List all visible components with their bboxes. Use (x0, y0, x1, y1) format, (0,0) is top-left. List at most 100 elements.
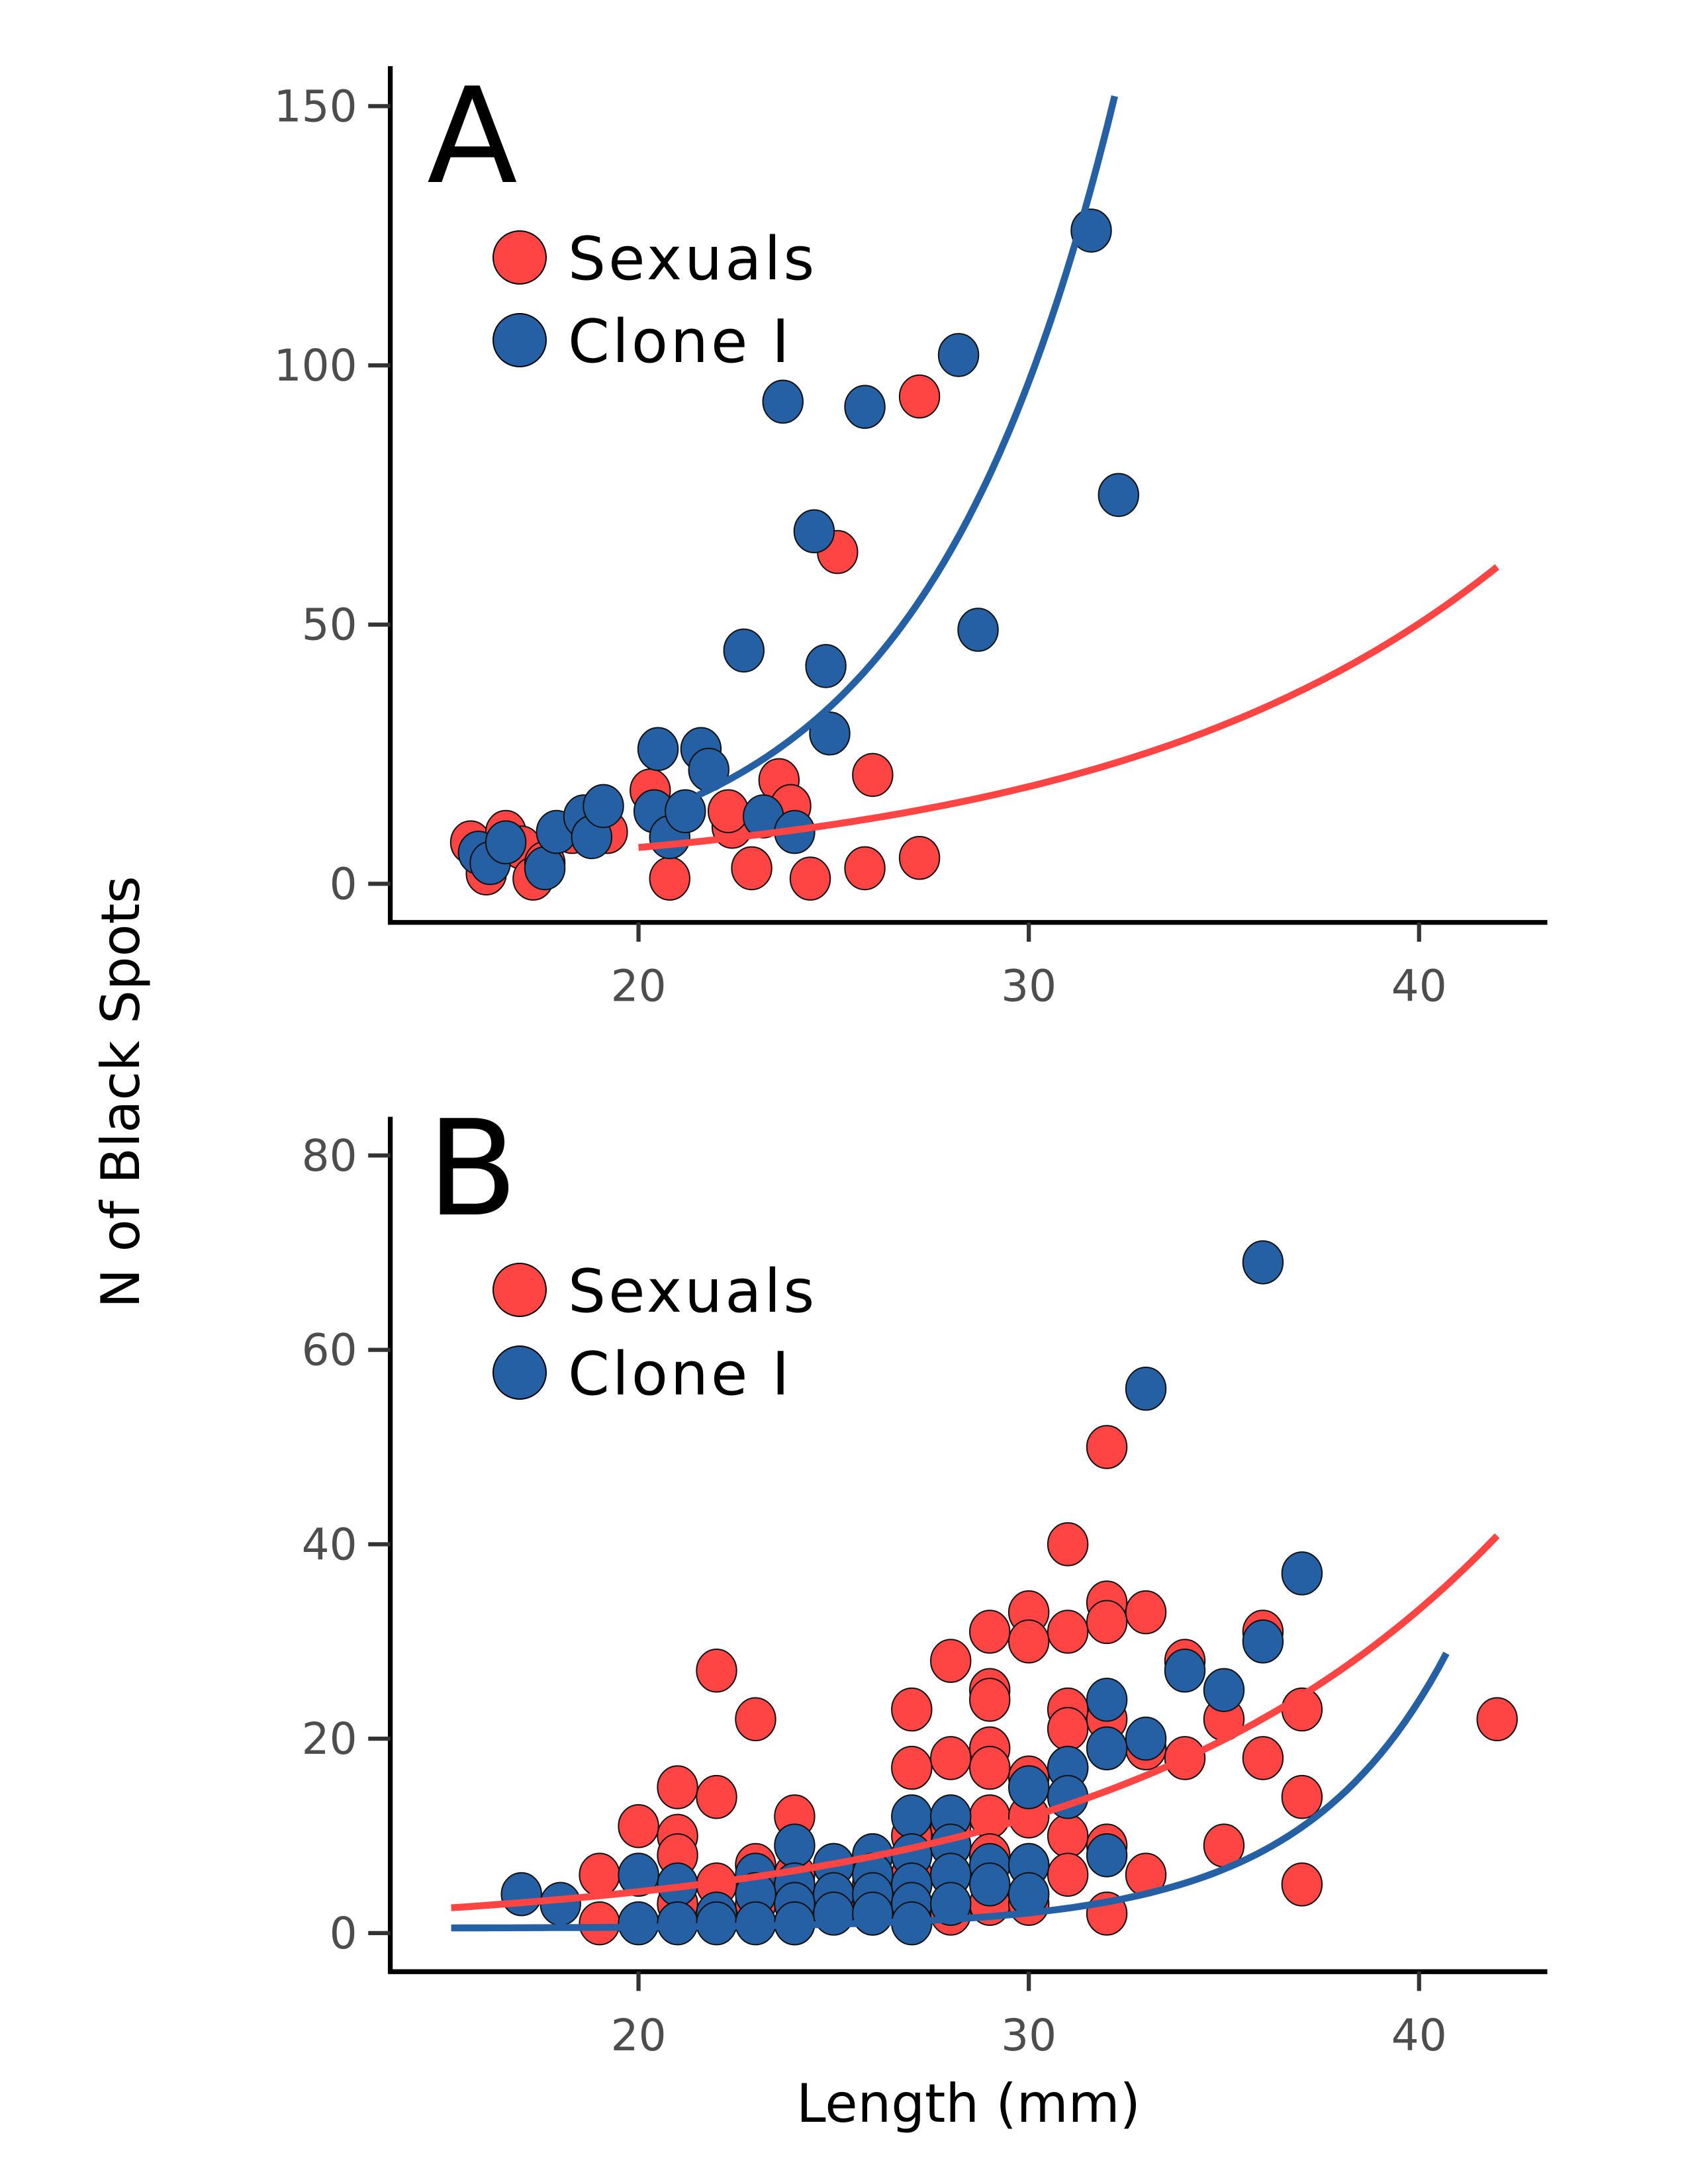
panel-b-legend: Sexuals Clone I (492, 1257, 817, 1409)
y-tick-label: 40 (302, 1519, 357, 1570)
legend-label-sexuals: Sexuals (568, 1257, 817, 1326)
panel-a: 0 50 100 150 20 30 40 A Sexuals Clone I (274, 60, 1548, 1012)
legend-swatch-sexuals (492, 1263, 547, 1317)
clone-point (813, 1891, 855, 1936)
sexuals-point (969, 1678, 1011, 1722)
clone-point (618, 1901, 659, 1946)
clone-point (937, 333, 980, 377)
sexuals-point (1047, 1522, 1089, 1567)
sexuals-point (1242, 1736, 1284, 1780)
clone-point (1242, 1619, 1284, 1664)
clone-point (809, 711, 851, 756)
y-tick-label: 20 (302, 1713, 357, 1764)
sexuals-point (649, 856, 690, 901)
sexuals-point (898, 374, 941, 419)
legend-label-sexuals: Sexuals (568, 224, 817, 294)
sexuals-point (696, 1648, 737, 1693)
x-axis-title: Length (mm) (796, 2073, 1141, 2134)
sexuals-point (1281, 1774, 1323, 1819)
clone-point (1203, 1668, 1245, 1712)
sexuals-point (1047, 1707, 1089, 1751)
panel-b-letter: B (427, 1092, 518, 1246)
clone-point (969, 1862, 1011, 1907)
sexuals-point (969, 1610, 1011, 1654)
clone-fit-line (695, 95, 1118, 799)
clone-point (1125, 1716, 1167, 1761)
clone-point (583, 784, 624, 829)
legend-label-clone: Clone I (568, 307, 792, 377)
clone-point (1086, 1726, 1128, 1771)
x-tick-label: 40 (1391, 2010, 1447, 2061)
sexuals-point (1047, 1813, 1089, 1858)
y-tick-label: 50 (302, 600, 357, 651)
y-tick-label: 100 (274, 340, 357, 391)
x-tick-label: 20 (611, 2010, 667, 2061)
sexuals-point (1086, 1425, 1128, 1469)
sexuals-point (1047, 1852, 1089, 1897)
x-tick-label: 20 (611, 961, 667, 1012)
clone-point (485, 820, 527, 865)
sexuals-point (898, 835, 941, 880)
clone-point (852, 1891, 894, 1936)
sexuals-point (1476, 1697, 1518, 1741)
sexuals-point (735, 1697, 776, 1741)
clone-point (665, 789, 706, 834)
sexuals-point (657, 1765, 698, 1809)
y-tick-label: 0 (330, 1908, 357, 1959)
clone-point (637, 727, 679, 772)
clone-point (844, 385, 886, 430)
clone-point (1008, 1765, 1050, 1809)
sexuals-point (891, 1687, 933, 1732)
sexuals-point (731, 846, 773, 891)
panel-a-legend: Sexuals Clone I (492, 224, 817, 377)
sexuals-fit-line (638, 564, 1499, 851)
clone-point (1086, 1833, 1128, 1878)
sexuals-point (844, 846, 886, 891)
clone-point (930, 1882, 972, 1927)
x-tick-label: 30 (1001, 961, 1056, 1012)
sexuals-point (579, 1901, 620, 1946)
sexuals-point (969, 1745, 1011, 1790)
clone-point (957, 608, 999, 652)
clone-point (1242, 1240, 1284, 1285)
y-tick-label: 0 (330, 858, 357, 909)
panel-a-fit-lines (638, 95, 1499, 851)
sexuals-point (852, 752, 894, 797)
sexuals-point (930, 1736, 972, 1780)
sexuals-point (618, 1803, 659, 1848)
clone-point (723, 628, 765, 673)
y-tick-label: 60 (302, 1325, 357, 1376)
clone-point (793, 509, 835, 554)
x-tick-label: 30 (1001, 2010, 1056, 2061)
sexuals-point (707, 789, 749, 834)
panel-a-letter: A (427, 60, 518, 214)
y-tick-label: 150 (274, 81, 357, 132)
panel-b-fit-lines (451, 1533, 1500, 1932)
sexuals-point (1008, 1619, 1050, 1664)
sexuals-point (579, 1852, 620, 1897)
sexuals-point (891, 1745, 933, 1790)
clone-point (1164, 1648, 1206, 1693)
panel-b-points (500, 1240, 1518, 1946)
legend-swatch-clone (492, 1345, 547, 1400)
sexuals-point (1125, 1590, 1167, 1635)
clone-point (1281, 1551, 1323, 1596)
legend-swatch-sexuals (492, 230, 547, 285)
sexuals-point (1086, 1600, 1128, 1645)
clone-point (891, 1794, 933, 1839)
x-tick-label: 40 (1391, 961, 1447, 1012)
clone-point (1098, 473, 1139, 518)
sexuals-point (1047, 1610, 1089, 1654)
sexuals-point (930, 1639, 972, 1683)
legend-label-clone: Clone I (568, 1340, 792, 1409)
clone-fit-line (451, 1651, 1450, 1932)
y-tick-label: 80 (302, 1130, 357, 1181)
sexuals-point (696, 1774, 737, 1819)
panel-a-axes: 0 50 100 150 20 30 40 (274, 66, 1548, 1012)
y-axis-title: N of Black Spots (90, 876, 152, 1308)
sexuals-point (1281, 1862, 1323, 1907)
clone-point (774, 1823, 816, 1868)
panel-b-axes: 0 20 40 60 80 20 30 40 (302, 1116, 1548, 2061)
